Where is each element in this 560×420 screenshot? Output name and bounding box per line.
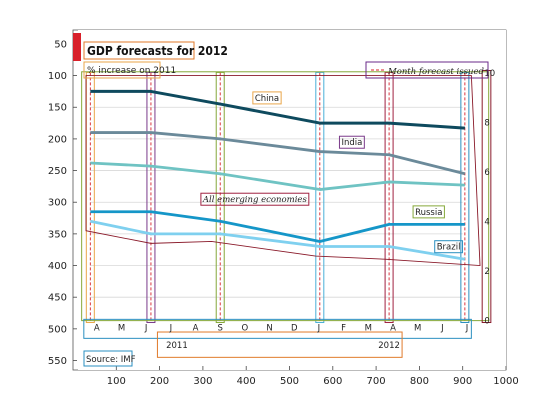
series-line-all-emerging-economies bbox=[90, 161, 465, 191]
right-axis-tick-label: 8 bbox=[484, 119, 489, 129]
year-label-2012: 2012 bbox=[378, 341, 400, 351]
x-tick-label: 800 bbox=[410, 376, 429, 387]
month-tick-label: A bbox=[390, 324, 396, 334]
series-label-all-emerging-economies: All emerging economies bbox=[202, 195, 308, 205]
x-tick-label: 600 bbox=[323, 376, 342, 387]
right-axis-tick-label: 4 bbox=[484, 218, 489, 228]
legend-box bbox=[365, 61, 489, 79]
y-tick-label: 500 bbox=[48, 324, 67, 335]
y-tick-label: 150 bbox=[48, 103, 67, 114]
chart-subtitle: % increase on 2011 bbox=[87, 66, 176, 76]
month-tick-label: A bbox=[193, 324, 199, 334]
series-line-russia bbox=[90, 210, 465, 243]
series-line-brazil bbox=[90, 219, 466, 261]
subtitle-box bbox=[83, 61, 161, 79]
x-tick-label: 300 bbox=[193, 376, 212, 387]
x-tick-label: 500 bbox=[280, 376, 299, 387]
month-tick-label: S bbox=[218, 324, 223, 334]
y-tick-label: 450 bbox=[48, 293, 67, 304]
month-tick-label: J bbox=[465, 324, 469, 334]
month-tick-label: M bbox=[365, 324, 372, 334]
forecast-marker-box bbox=[384, 71, 394, 324]
series-label-box bbox=[338, 135, 365, 149]
source-label: Source: IMF bbox=[86, 355, 136, 365]
series-line-india bbox=[90, 131, 466, 176]
month-tick-label: J bbox=[440, 324, 444, 334]
y-tick-label: 300 bbox=[48, 198, 67, 209]
legend-label: Month forecast issued bbox=[387, 67, 484, 77]
x-tick-label: 700 bbox=[367, 376, 386, 387]
forecast-marker-box bbox=[215, 71, 225, 324]
series-label-box bbox=[200, 192, 310, 206]
right-axis-tick-label: 2 bbox=[484, 267, 489, 277]
title-marker bbox=[73, 33, 81, 61]
year-2011-box bbox=[156, 331, 403, 358]
month-tick-label: J bbox=[144, 324, 148, 334]
y-tick-label: 200 bbox=[48, 134, 67, 145]
right-axis-tick-label: 6 bbox=[484, 168, 489, 178]
month-tick-label: J bbox=[317, 324, 321, 334]
year-label-2011: 2011 bbox=[166, 341, 188, 351]
y-tick-label: 350 bbox=[48, 229, 67, 240]
image-background bbox=[78, 30, 506, 370]
x-tick-label: 1000 bbox=[493, 376, 518, 387]
series-label-china: China bbox=[255, 94, 279, 104]
forecast-marker-box bbox=[315, 71, 325, 324]
source-box bbox=[83, 350, 133, 367]
series-label-russia: Russia bbox=[415, 208, 442, 218]
month-tick-label: J bbox=[169, 324, 173, 334]
chart-title: GDP forecasts for 2012 bbox=[87, 44, 228, 58]
x-tick-label: 900 bbox=[453, 376, 472, 387]
x-tick-label: 200 bbox=[150, 376, 169, 387]
x-tick-label: 400 bbox=[237, 376, 256, 387]
right-axis-tick-label: 0 bbox=[484, 317, 489, 327]
y-tick-label: 400 bbox=[48, 261, 67, 272]
month-tick-label: D bbox=[291, 324, 298, 334]
y-tick-label: 550 bbox=[48, 356, 67, 367]
month-tick-label: N bbox=[266, 324, 272, 334]
y-tick-label: 100 bbox=[48, 71, 67, 82]
right-axis-box bbox=[481, 70, 492, 324]
month-tick-label: A bbox=[94, 324, 100, 334]
y-tick-label: 250 bbox=[48, 166, 67, 177]
series-label-india: India bbox=[341, 138, 362, 148]
plot-frame bbox=[81, 71, 490, 322]
x-tick-label: 100 bbox=[107, 376, 126, 387]
y-tick-label: 50 bbox=[54, 39, 67, 50]
forecast-marker-box bbox=[460, 71, 470, 324]
series-line-china bbox=[90, 89, 465, 130]
month-tick-label: M bbox=[118, 324, 125, 334]
month-axis-box bbox=[83, 318, 472, 339]
forecast-marker-box bbox=[146, 71, 156, 324]
right-axis-tick-label: 10 bbox=[484, 69, 495, 79]
series-label-brazil: Brazil bbox=[437, 243, 461, 253]
title-box bbox=[83, 41, 195, 60]
series-envelope bbox=[85, 75, 481, 267]
series-label-box bbox=[434, 240, 463, 254]
series-label-box bbox=[412, 205, 445, 219]
series-label-box bbox=[252, 91, 282, 105]
month-tick-label: F bbox=[341, 324, 346, 334]
month-tick-label: M bbox=[414, 324, 421, 334]
month-tick-label: O bbox=[242, 324, 249, 334]
